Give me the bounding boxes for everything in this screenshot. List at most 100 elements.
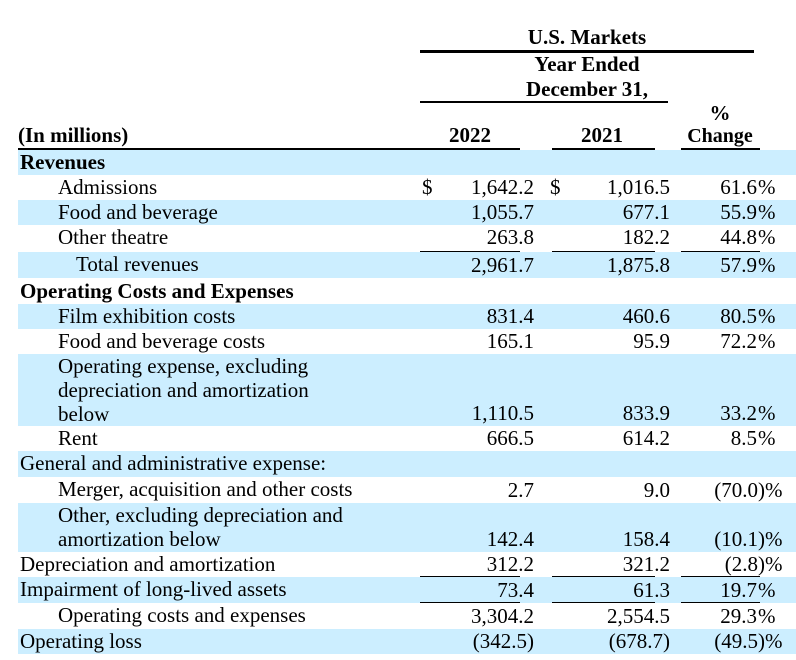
segment-title: U.S. Markets [527,25,647,49]
total-underline [420,251,520,252]
table-row: Operating expense, excluding depreciation… [18,354,796,426]
value-2021: (678.7) [608,629,670,653]
dollar-sign: $ [550,175,561,199]
value-2022: 2,961.7 [471,253,534,277]
value-change: 8.5 [730,426,757,450]
table-row: Film exhibition costs 831.4 460.6 80.5% [18,304,796,329]
value-2022: 2.7 [507,478,534,502]
table-row: Other, excluding depreciation and amortiz… [18,503,796,552]
value-change: 80.5 [720,304,757,328]
value-2022: 263.8 [486,225,534,249]
value-change: (49.5) [714,629,765,653]
total-underline [552,251,655,252]
dollar-sign: $ [422,175,433,199]
percent-sign: % [758,253,776,277]
value-2021: 833.9 [622,401,670,425]
row-label: Operating costs and expenses [58,603,306,627]
units-label: (In millions) [18,123,129,147]
row-label: Food and beverage costs [58,329,266,353]
percent-sign: % [758,604,776,628]
value-change: 19.7 [720,578,757,602]
value-2022: 142.4 [486,527,534,551]
col-2022-header: 2022 [449,123,491,147]
total-underline [681,251,760,252]
value-2022: 312.2 [486,552,534,576]
value-change: 57.9 [720,253,757,277]
table-row: Impairment of long-lived assets 73.4 61.3 1… [18,576,796,603]
row-label: Admissions [58,175,158,199]
row-label: Food and beverage [58,200,218,224]
table-row: Depreciation and amortization 312.2 321.2 (… [18,552,796,577]
row-label: Depreciation and amortization [20,552,276,576]
percent-sign: % [758,225,776,249]
value-2022: 1,055.7 [471,200,534,224]
percent-sign: % [765,629,783,653]
percent-sign: % [765,527,783,551]
table-row: Revenues [18,150,796,175]
value-change: (70.0) [714,478,765,502]
value-2021: 61.3 [633,578,670,602]
row-label: below [58,402,110,426]
row-label: General and administrative expense: [20,451,327,475]
row-label: depreciation and amortization [58,378,309,402]
row-label: Operating Costs and Expenses [20,279,294,303]
total-underline [552,576,655,577]
value-2021: 9.0 [643,478,670,502]
value-change: 72.2 [720,329,757,353]
value-2021: 158.4 [622,527,670,551]
value-change: 55.9 [720,200,757,224]
value-2022: 831.4 [486,304,534,328]
header-rule-2021 [552,148,655,150]
value-change: 61.6 [720,175,757,199]
percent-sign: % [765,552,783,576]
row-label: Revenues [20,150,106,174]
value-2022: 1,110.5 [471,401,534,425]
table-row: Operating costs and expenses 3,304.2 2,554… [18,602,796,629]
value-2022: (342.5) [472,629,534,653]
row-label: Other, excluding depreciation and [58,503,343,527]
row-label: Film exhibition costs [58,304,236,328]
table-row: Other theatre 263.8 182.2 44.8% [18,225,796,250]
total-underline [681,602,760,603]
table-row: Food and beverage costs 165.1 95.9 72.2% [18,329,796,354]
value-2021: 182.2 [622,225,670,249]
period-label-line2: December 31, [525,77,649,101]
value-change: (2.8) [724,552,765,576]
total-underline [420,576,520,577]
percent-sign: % [758,401,776,425]
percent-sign: % [758,304,776,328]
value-2021: 1,016.5 [607,175,670,199]
row-label: Impairment of long-lived assets [20,577,287,601]
value-2022: 3,304.2 [471,604,534,628]
table-row: General and administrative expense: [18,451,796,477]
percent-sign: % [758,578,776,602]
table-row: Admissions $ $1,642.2 1,016.5 61.6% [18,175,796,200]
percent-sign: % [758,426,776,450]
table-row: Total revenues 2,961.7 1,875.8 57.9% [18,251,796,278]
table-row: Operating Costs and Expenses [18,279,796,304]
col-2021-header: 2021 [581,123,623,147]
table-row: Rent 666.5 614.2 8.5% [18,426,796,451]
total-underline [420,602,520,603]
value-2021: 1,875.8 [607,253,670,277]
total-underline [681,576,760,577]
period-rule [420,101,668,103]
header-rule-units [18,148,420,150]
row-label: Rent [58,426,98,450]
value-2021: 460.6 [622,304,670,328]
value-change: (10.1) [714,527,765,551]
value-2021: 95.9 [633,329,670,353]
table-row: Operating loss (342.5) (678.7) (49.5)% [18,629,796,654]
period-label-line1: Year Ended [534,52,640,76]
row-label: Merger, acquisition and other costs [58,477,353,501]
value-change: 44.8 [720,225,757,249]
percent-sign: % [758,175,776,199]
table-row: Food and beverage 1,055.7 677.1 55.9% [18,200,796,225]
value-2022: 1,642.2 [471,175,534,199]
pct-header: % [709,101,731,125]
row-label: Operating expense, excluding [58,354,309,378]
value-2021: 321.2 [622,552,670,576]
percent-sign: % [765,478,783,502]
value-2022: 73.4 [497,578,534,602]
value-2022: 666.5 [486,426,534,450]
